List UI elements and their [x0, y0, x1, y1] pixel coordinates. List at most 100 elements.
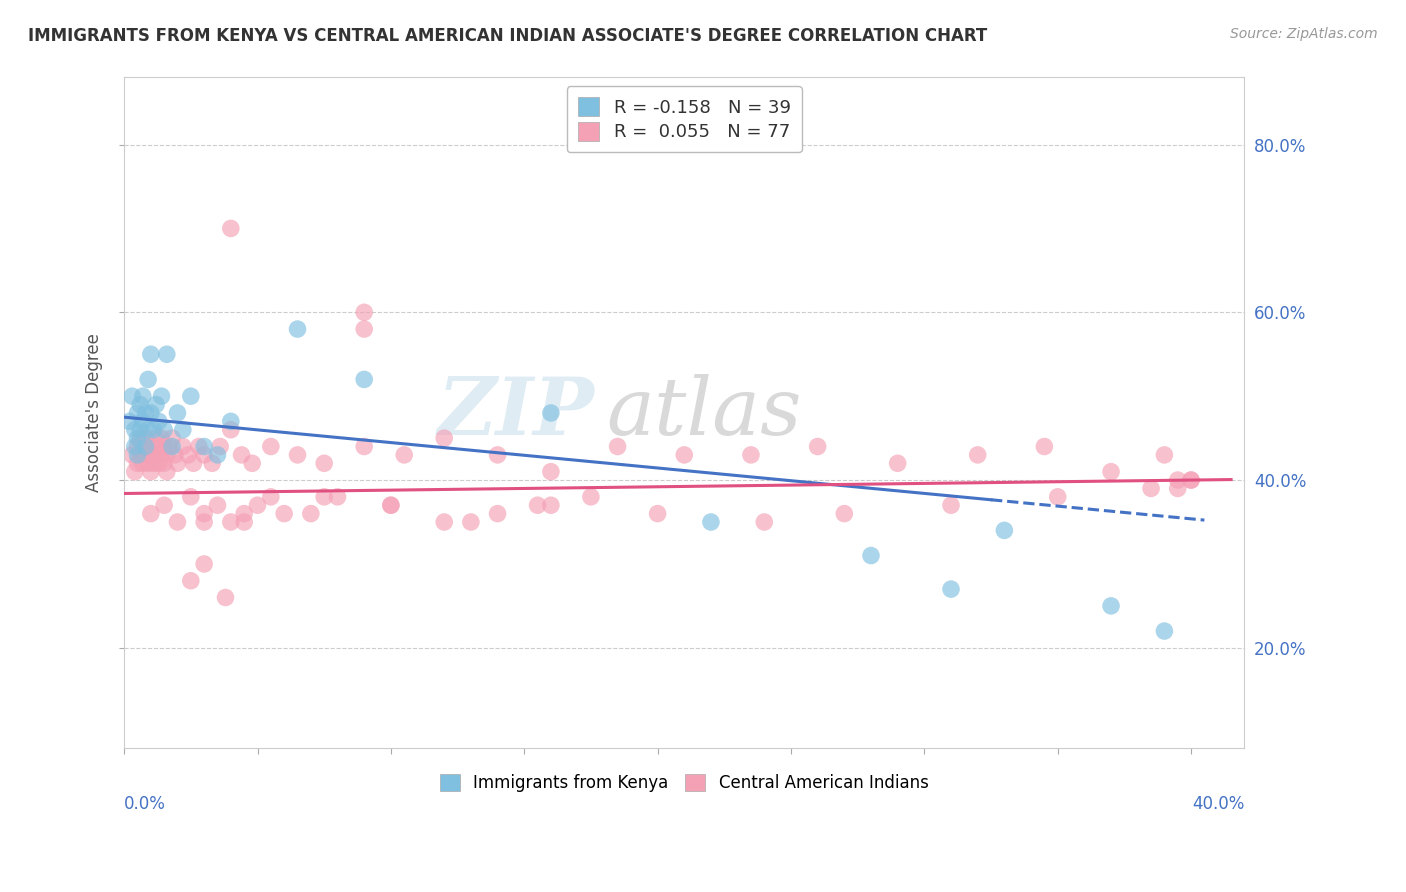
- Point: [187, 440, 209, 454]
- Point: [160, 440, 183, 454]
- Point: [1153, 624, 1175, 638]
- Point: [392, 448, 415, 462]
- Point: [460, 515, 482, 529]
- Point: [166, 456, 188, 470]
- Point: [433, 515, 456, 529]
- Point: [1140, 482, 1163, 496]
- Point: [1180, 473, 1202, 487]
- Point: [486, 507, 509, 521]
- Point: [260, 440, 283, 454]
- Point: [219, 414, 242, 428]
- Point: [124, 423, 146, 437]
- Point: [148, 456, 170, 470]
- Point: [193, 515, 215, 529]
- Point: [183, 456, 205, 470]
- Point: [136, 456, 159, 470]
- Point: [754, 515, 776, 529]
- Y-axis label: Associate's Degree: Associate's Degree: [86, 334, 103, 492]
- Point: [647, 507, 669, 521]
- Point: [127, 440, 149, 454]
- Point: [180, 389, 202, 403]
- Point: [142, 423, 165, 437]
- Point: [859, 549, 882, 563]
- Point: [180, 574, 202, 588]
- Legend: Immigrants from Kenya, Central American Indians: Immigrants from Kenya, Central American …: [432, 765, 936, 800]
- Point: [673, 448, 696, 462]
- Point: [233, 507, 256, 521]
- Point: [193, 557, 215, 571]
- Point: [353, 305, 375, 319]
- Point: [180, 490, 202, 504]
- Point: [153, 498, 176, 512]
- Point: [1046, 490, 1069, 504]
- Point: [160, 431, 183, 445]
- Point: [129, 398, 152, 412]
- Point: [287, 448, 309, 462]
- Point: [150, 448, 173, 462]
- Point: [177, 448, 200, 462]
- Point: [433, 431, 456, 445]
- Point: [219, 423, 242, 437]
- Point: [129, 431, 152, 445]
- Point: [219, 515, 242, 529]
- Point: [231, 448, 253, 462]
- Point: [193, 448, 215, 462]
- Point: [145, 398, 167, 412]
- Point: [139, 448, 162, 462]
- Point: [1153, 448, 1175, 462]
- Point: [740, 448, 762, 462]
- Point: [156, 448, 179, 462]
- Point: [127, 448, 149, 462]
- Text: ZIP: ZIP: [437, 375, 595, 451]
- Point: [353, 440, 375, 454]
- Point: [314, 490, 336, 504]
- Point: [240, 456, 263, 470]
- Point: [1099, 599, 1122, 613]
- Point: [132, 389, 155, 403]
- Point: [153, 423, 176, 437]
- Point: [579, 490, 602, 504]
- Point: [136, 423, 159, 437]
- Point: [209, 440, 232, 454]
- Point: [124, 465, 146, 479]
- Point: [606, 440, 628, 454]
- Point: [124, 440, 146, 454]
- Text: IMMIGRANTS FROM KENYA VS CENTRAL AMERICAN INDIAN ASSOCIATE'S DEGREE CORRELATION : IMMIGRANTS FROM KENYA VS CENTRAL AMERICA…: [28, 27, 987, 45]
- Point: [540, 465, 562, 479]
- Point: [172, 423, 194, 437]
- Point: [214, 591, 236, 605]
- Point: [886, 456, 908, 470]
- Point: [540, 406, 562, 420]
- Point: [153, 440, 176, 454]
- Point: [163, 448, 186, 462]
- Point: [129, 423, 152, 437]
- Point: [134, 406, 156, 420]
- Point: [139, 406, 162, 420]
- Point: [142, 456, 165, 470]
- Point: [156, 347, 179, 361]
- Point: [150, 389, 173, 403]
- Point: [353, 372, 375, 386]
- Point: [834, 507, 856, 521]
- Point: [172, 440, 194, 454]
- Point: [246, 498, 269, 512]
- Point: [314, 456, 336, 470]
- Point: [326, 490, 349, 504]
- Point: [1167, 482, 1189, 496]
- Point: [1167, 473, 1189, 487]
- Point: [127, 431, 149, 445]
- Point: [287, 322, 309, 336]
- Point: [219, 221, 242, 235]
- Point: [207, 498, 229, 512]
- Point: [193, 507, 215, 521]
- Point: [134, 431, 156, 445]
- Point: [807, 440, 830, 454]
- Point: [260, 490, 283, 504]
- Point: [118, 414, 141, 428]
- Point: [132, 414, 155, 428]
- Point: [207, 448, 229, 462]
- Point: [139, 347, 162, 361]
- Point: [966, 448, 988, 462]
- Text: atlas: atlas: [606, 375, 801, 451]
- Point: [127, 406, 149, 420]
